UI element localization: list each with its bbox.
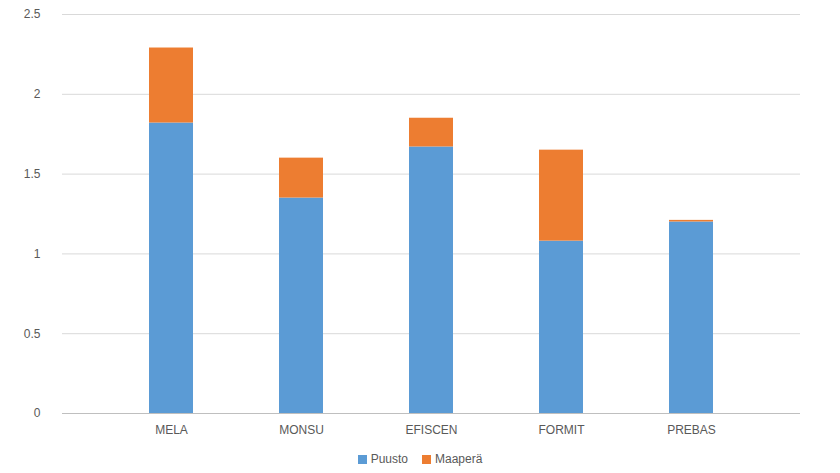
svg-text:2.5: 2.5 [24, 7, 41, 21]
html-text:Maaperä: Maaperä [435, 452, 483, 466]
svg-text:PREBAS: PREBAS [667, 423, 716, 437]
svg-text:2: 2 [34, 87, 41, 101]
svg-text:FORMIT: FORMIT [539, 423, 586, 437]
svg-text:EFISCEN: EFISCEN [405, 423, 457, 437]
svg-text:0.5: 0.5 [24, 327, 41, 341]
svg-text:MELA: MELA [155, 423, 188, 437]
svg-text:1: 1 [34, 247, 41, 261]
svg-text:MONSU: MONSU [279, 423, 324, 437]
svg-text:1.5: 1.5 [24, 167, 41, 181]
svg-text:0: 0 [34, 406, 41, 420]
html-text:Puusto: Puusto [370, 452, 408, 466]
